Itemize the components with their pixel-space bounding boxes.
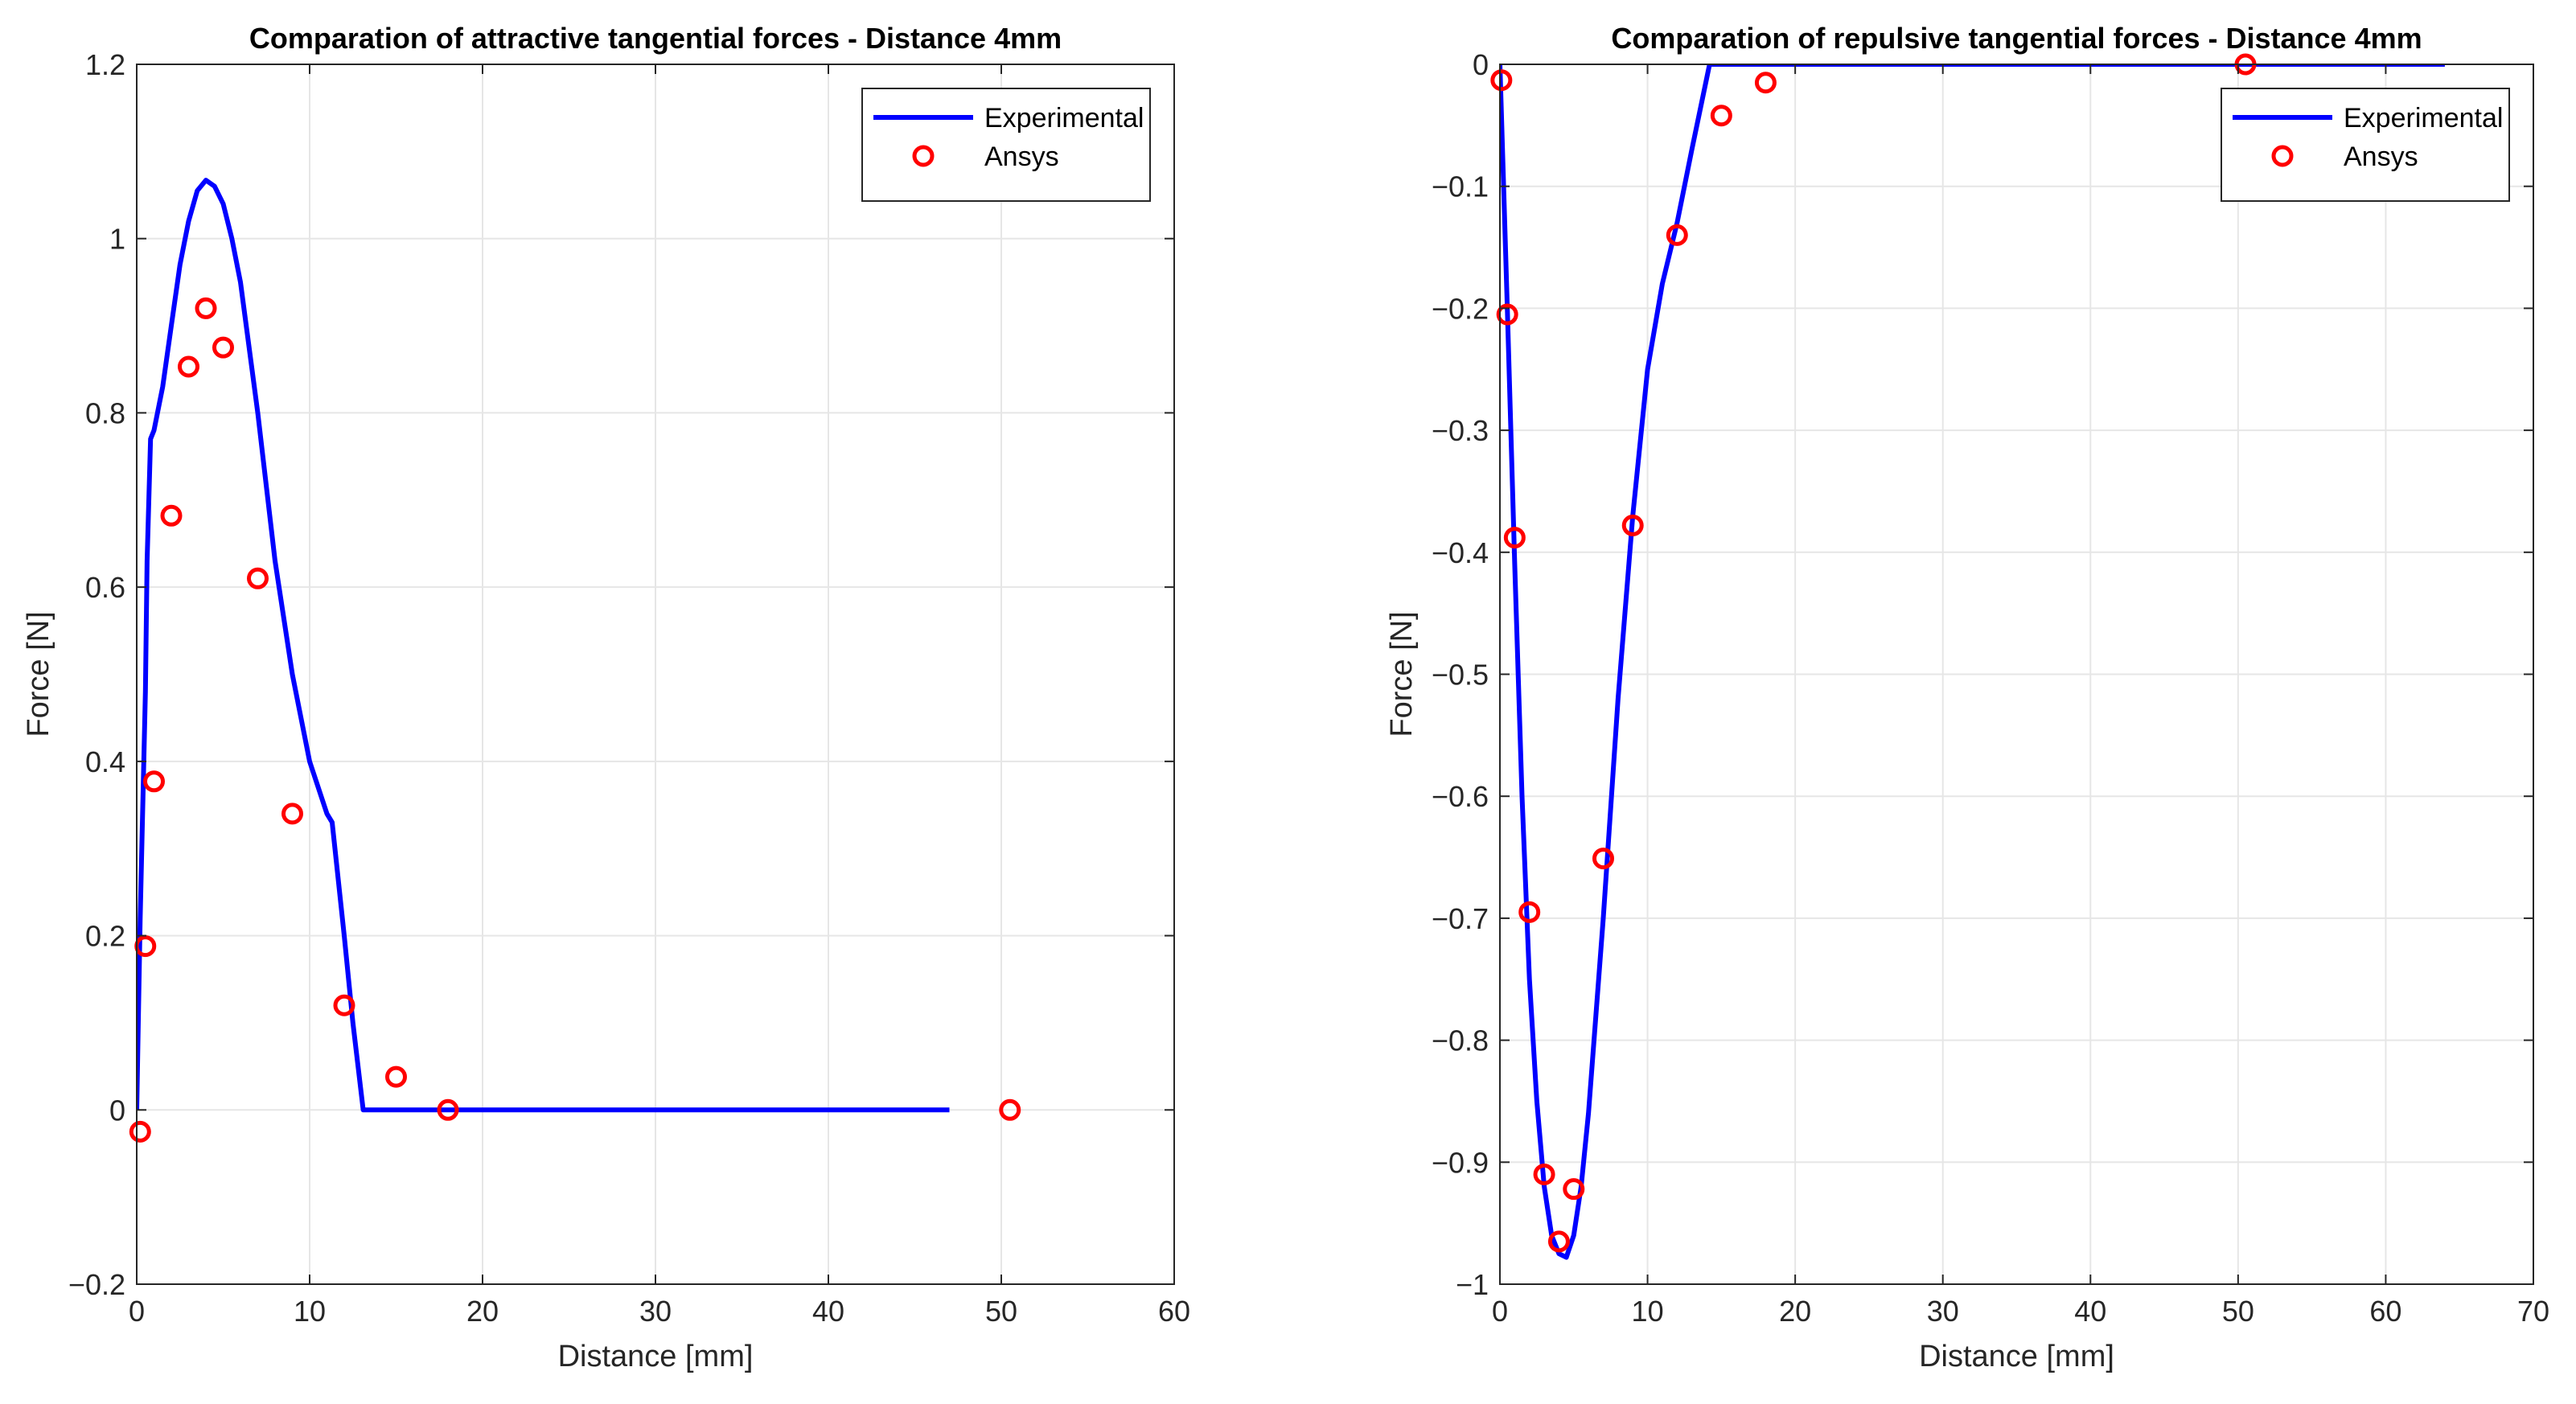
y-tick-label: −0.8 (1432, 1024, 1489, 1057)
legend: Experimental Ansys (2221, 88, 2510, 202)
data-point-ansys (437, 1098, 459, 1121)
data-point-ansys (212, 336, 234, 359)
y-tick-label: 1.2 (85, 48, 125, 81)
legend-label: Experimental (984, 103, 1144, 133)
chart-title: Comparation of repulsive tangential forc… (1611, 22, 2422, 55)
x-tick-label: 30 (1927, 1295, 1959, 1328)
y-tick-label: −0.1 (1432, 170, 1489, 203)
legend-label: Experimental (2344, 103, 2503, 133)
data-point-ansys (1563, 1178, 1585, 1201)
x-tick-label: 60 (1158, 1295, 1190, 1328)
data-point-ansys (143, 770, 165, 793)
legend-marker-swatch (912, 145, 935, 167)
x-tick-label: 30 (639, 1295, 672, 1328)
data-point-ansys (1496, 303, 1518, 326)
x-tick-label: 60 (2369, 1295, 2401, 1328)
series-line-experimental (1500, 64, 2445, 1260)
chart-title: Comparation of attractive tangential for… (249, 22, 1062, 55)
chart-2: 0 10 20 30 40 50 60 70 −1 −0.9 −0.8 −0.7 −0.6 −0.5 −0.… (1385, 22, 2549, 1373)
y-axis-label: Force [N] (1385, 611, 1419, 737)
y-tick-label: −0.3 (1432, 414, 1489, 447)
chart-1: 0 10 20 30 40 50 60−0.200.20.40.60.811.2Compar… (22, 22, 1190, 1373)
y-tick-label: −0.5 (1432, 659, 1489, 692)
x-tick-label: 50 (985, 1295, 1017, 1328)
x-axis-label: Distance [mm] (558, 1340, 754, 1373)
y-tick-label: 0.6 (85, 571, 125, 604)
data-point-ansys (333, 994, 355, 1016)
y-tick-label: 1 (109, 223, 125, 256)
data-point-ansys (385, 1065, 407, 1088)
legend-label: Ansys (984, 142, 1059, 172)
data-point-ansys (247, 567, 269, 589)
y-tick-label: −0.9 (1432, 1146, 1489, 1179)
legend-label: Ansys (2344, 142, 2418, 172)
legend-marker-swatch (2271, 145, 2294, 167)
data-point-ansys (1533, 1163, 1555, 1185)
data-point-ansys (1710, 105, 1732, 127)
data-point-ansys (160, 504, 183, 527)
y-tick-label: 0.8 (85, 396, 125, 429)
data-point-ansys (1666, 224, 1688, 246)
x-tick-label: 10 (1632, 1295, 1664, 1328)
x-tick-label: 0 (129, 1295, 145, 1328)
x-tick-label: 50 (2222, 1295, 2254, 1328)
legend-box (861, 88, 1151, 202)
data-point-ansys (1547, 1230, 1570, 1253)
x-tick-label: 10 (294, 1295, 326, 1328)
legend-box (2221, 88, 2510, 202)
data-point-ansys (195, 297, 217, 319)
data-point-ansys (129, 1120, 151, 1143)
x-tick-label: 70 (2517, 1295, 2549, 1328)
y-tick-label: −0.2 (1432, 292, 1489, 325)
data-point-ansys (1754, 72, 1777, 94)
data-point-ansys (1592, 848, 1614, 870)
data-point-ansys (1503, 527, 1526, 549)
y-tick-label: −0.7 (1432, 902, 1489, 935)
series-line-experimental (137, 178, 950, 1113)
y-tick-label: 0.4 (85, 745, 125, 778)
legend: Experimental Ansys (861, 88, 1151, 202)
data-point-ansys (281, 803, 303, 825)
y-tick-label: 0 (109, 1094, 125, 1127)
x-tick-label: 20 (466, 1295, 499, 1328)
y-tick-label: 0 (1473, 48, 1489, 81)
data-point-ansys (178, 355, 199, 378)
y-tick-label: 0.2 (85, 920, 125, 953)
x-axis-label: Distance [mm] (1919, 1340, 2114, 1373)
data-point-ansys (1490, 69, 1513, 92)
y-tick-label: −1 (1456, 1268, 1489, 1301)
y-tick-label: −0.2 (68, 1268, 125, 1301)
y-tick-label: −0.4 (1432, 536, 1489, 569)
data-point-ansys (1621, 514, 1644, 536)
y-tick-label: −0.6 (1432, 780, 1489, 813)
data-point-ansys (999, 1098, 1021, 1121)
x-tick-label: 0 (1492, 1295, 1508, 1328)
data-point-ansys (1518, 901, 1541, 923)
y-axis-label: Force [N] (22, 611, 55, 737)
x-tick-label: 20 (1779, 1295, 1811, 1328)
x-tick-label: 40 (812, 1295, 844, 1328)
x-tick-label: 40 (2074, 1295, 2106, 1328)
